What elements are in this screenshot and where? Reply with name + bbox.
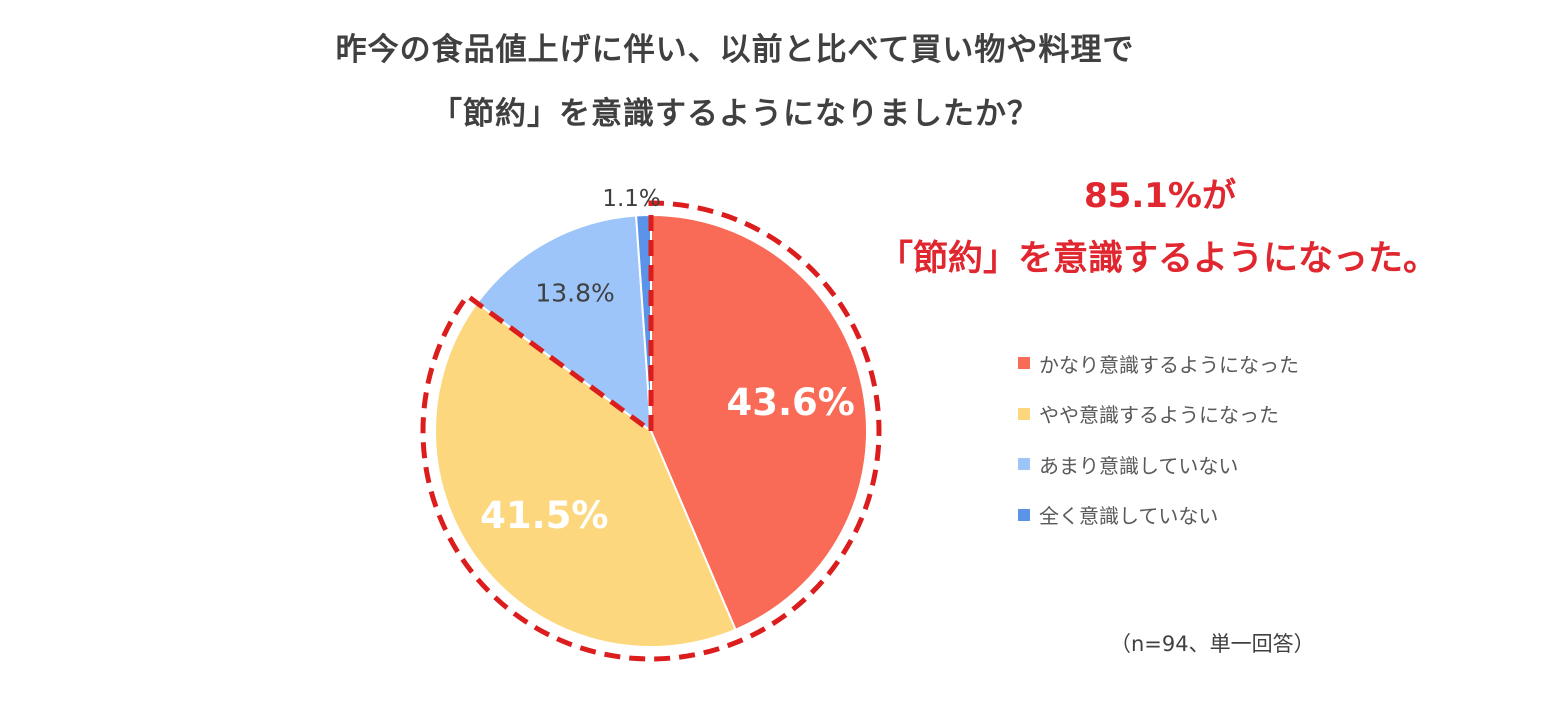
sample-size-note: （n=94、単一回答） bbox=[1110, 632, 1315, 656]
legend-swatch-4 bbox=[1018, 508, 1030, 521]
pie-slice-3 bbox=[475, 214, 653, 434]
pie-slice-2 bbox=[434, 301, 737, 648]
highlight-dashed-outline bbox=[420, 200, 882, 662]
legend-label-1: かなり意識するようになった bbox=[1039, 352, 1299, 377]
data-label-1: 43.6% bbox=[727, 381, 855, 424]
chart-legend: かなり意識するようになった やや意識するようになった あまり意識していない 全く意識し… bbox=[1018, 338, 1299, 540]
data-label-3: 13.8% bbox=[535, 278, 614, 307]
legend-swatch-2 bbox=[1018, 407, 1030, 420]
highlight-percentage: 85.1%が bbox=[1084, 176, 1236, 216]
legend-item-1: かなり意識するようになった bbox=[1018, 338, 1299, 389]
legend-item-2: やや意識するようになった bbox=[1018, 389, 1299, 440]
chart-title-line1: 昨今の食品値上げに伴い、以前と比べて買い物や料理で bbox=[335, 32, 1135, 68]
legend-item-3: あまり意識していない bbox=[1018, 439, 1299, 490]
legend-label-3: あまり意識していない bbox=[1039, 453, 1239, 478]
legend-swatch-3 bbox=[1018, 458, 1030, 471]
legend-swatch-1 bbox=[1018, 357, 1030, 370]
pie-slice-1 bbox=[650, 213, 868, 632]
legend-label-2: やや意識するようになった bbox=[1039, 403, 1279, 428]
legend-item-4: 全く意識していない bbox=[1018, 490, 1299, 541]
data-label-4: 1.1% bbox=[602, 186, 660, 212]
chart-title-line2: 「節約」を意識するようになりましたか？ bbox=[431, 96, 1039, 132]
highlight-message: 「節約」を意識するようになった。 bbox=[877, 239, 1438, 279]
legend-label-4: 全く意識していない bbox=[1039, 504, 1219, 529]
data-label-2: 41.5% bbox=[480, 494, 608, 537]
